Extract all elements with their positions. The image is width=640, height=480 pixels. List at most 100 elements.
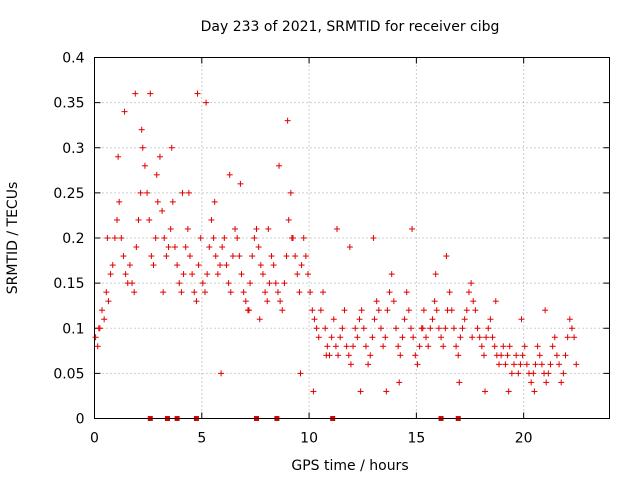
data-point: [294, 271, 301, 278]
data-point: [446, 289, 453, 296]
data-point: [373, 298, 380, 305]
data-point: [388, 271, 395, 278]
data-point: [315, 334, 322, 341]
data-point: [182, 244, 189, 251]
data-point: [101, 316, 108, 323]
data-point: [147, 90, 154, 97]
data-point: [305, 271, 312, 278]
data-point: [161, 235, 168, 241]
data-point: [455, 352, 462, 359]
data-point: [566, 316, 573, 323]
data-point: [92, 334, 99, 341]
data-point: [500, 343, 507, 350]
data-point: [225, 280, 232, 287]
data-point: [266, 280, 273, 287]
data-point: [116, 198, 123, 205]
data-point: [440, 343, 447, 350]
data-point: [547, 361, 554, 368]
data-point: [553, 352, 560, 359]
data-point: [300, 235, 307, 241]
data-point: [317, 307, 324, 314]
data-point: [534, 343, 541, 350]
data-point: [543, 379, 550, 386]
data-point: [367, 352, 374, 359]
data-point: [354, 334, 361, 341]
data-point: [259, 271, 266, 278]
data-point: [210, 235, 217, 241]
data-point: [169, 198, 176, 205]
y-tick-label: 0.35: [53, 96, 84, 112]
data-point: [341, 307, 348, 314]
data-point: [211, 198, 218, 205]
data-point: [470, 298, 477, 305]
data-point: [309, 307, 316, 314]
data-point: [179, 189, 186, 196]
data-point: [146, 216, 153, 223]
data-point: [218, 370, 225, 377]
data-point: [298, 262, 305, 269]
data-point: [382, 334, 389, 341]
data-point: [203, 99, 210, 106]
data-point: [384, 307, 391, 314]
data-point: [386, 289, 393, 296]
data-point: [202, 289, 209, 296]
data-point: [320, 289, 327, 296]
data-point: [468, 280, 475, 287]
data-point: [144, 189, 151, 196]
data-point: [194, 90, 201, 97]
data-point: [109, 262, 116, 269]
data-point: [457, 334, 464, 341]
x-tick-label: 20: [515, 431, 533, 447]
data-point: [217, 262, 224, 269]
data-point: [165, 244, 172, 251]
data-point: [502, 361, 509, 368]
data-point: [296, 289, 303, 296]
data-point: [204, 271, 211, 278]
data-point: [284, 117, 291, 124]
data-point: [313, 325, 320, 332]
data-point: [302, 253, 309, 260]
data-point: [358, 307, 365, 314]
data-point: [558, 379, 565, 386]
data-point: [324, 343, 331, 350]
data-point: [571, 334, 578, 341]
data-point: [401, 316, 408, 323]
data-point: [276, 162, 283, 169]
y-axis-label: SRMTID / TECUs: [5, 182, 21, 295]
data-point: [274, 289, 281, 296]
data-point: [148, 253, 155, 260]
data-point: [238, 271, 245, 278]
data-point: [560, 370, 567, 377]
data-point: [429, 316, 436, 323]
data-point: [453, 343, 460, 350]
data-point: [403, 289, 410, 296]
data-point: [564, 334, 571, 341]
data-point: [339, 325, 346, 332]
data-point: [532, 361, 539, 368]
data-point: [469, 334, 476, 341]
data-point: [405, 307, 412, 314]
data-point: [264, 298, 271, 305]
data-point: [283, 253, 290, 260]
data-point: [163, 253, 170, 260]
data-point: [234, 235, 241, 241]
data-point: [154, 198, 161, 205]
data-point: [240, 289, 247, 296]
data-point: [371, 316, 378, 323]
data-point: [414, 361, 421, 368]
data-point: [180, 271, 187, 278]
data-point: [346, 244, 353, 251]
data-point: [333, 225, 340, 232]
data-point: [370, 235, 377, 241]
data-point: [521, 343, 528, 350]
data-point: [412, 352, 419, 359]
data-point: [232, 225, 239, 232]
data-point: [513, 352, 520, 359]
data-point: [472, 307, 479, 314]
data-point: [427, 325, 434, 332]
data-point: [247, 280, 254, 287]
data-point: [515, 370, 522, 377]
data-point: [168, 144, 175, 151]
data-point: [249, 253, 256, 260]
data-point: [360, 325, 367, 332]
